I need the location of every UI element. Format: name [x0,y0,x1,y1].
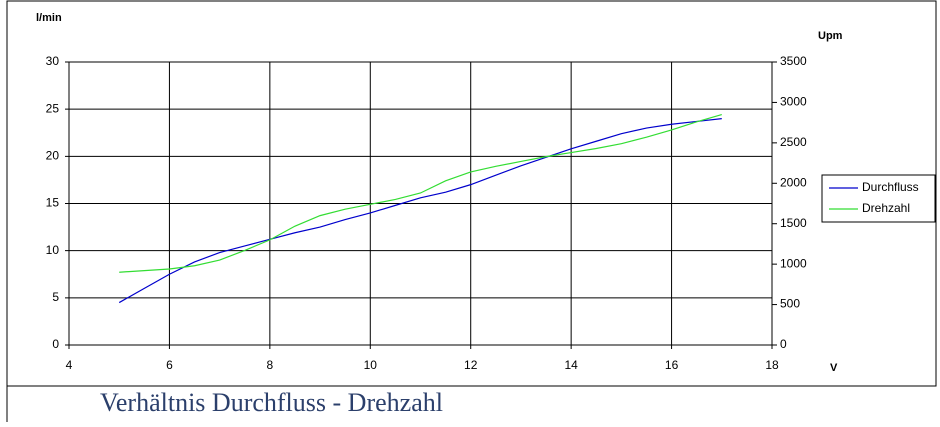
y2-tick-label: 2500 [780,135,807,149]
y2-tick-label: 3000 [780,95,807,109]
y-tick-label: 25 [46,101,60,115]
chart-title: Verhältnis Durchfluss - Drehzahl [100,388,443,417]
x-tick-label: 10 [364,358,378,372]
line-series [118,118,722,304]
x-tick-label: 4 [66,358,73,372]
y-tick-label: 10 [46,243,60,257]
y-tick-label: 20 [46,149,60,163]
x-tick-label: 18 [765,358,779,372]
legend-label: Durchfluss [862,180,919,194]
x-axis-label: V [830,362,838,374]
y2-tick-label: 3500 [780,54,807,68]
y2-tick-label: 1000 [780,256,807,270]
x-tick-label: 16 [665,358,679,372]
x-tick-label: 14 [564,358,578,372]
x-tick-label: 8 [267,358,274,372]
y2-tick-label: 0 [780,337,787,351]
y2-tick-label: 500 [780,297,800,311]
y2-tick-label: 1500 [780,216,807,230]
x-tick-label: 6 [166,358,173,372]
y-tick-label: 30 [46,54,60,68]
legend [821,174,936,223]
x-tick-label: 12 [464,358,478,372]
y-tick-label: 0 [52,337,59,351]
legend-label: Drehzahl [862,201,910,215]
y-axis-label: l/min [36,12,62,24]
y-tick-label: 5 [52,290,59,304]
chart-frame [6,0,937,387]
line-series [119,113,722,273]
y2-axis-label: Upm [818,30,843,42]
y-tick-label: 15 [46,196,60,210]
y2-tick-label: 2000 [780,175,807,189]
